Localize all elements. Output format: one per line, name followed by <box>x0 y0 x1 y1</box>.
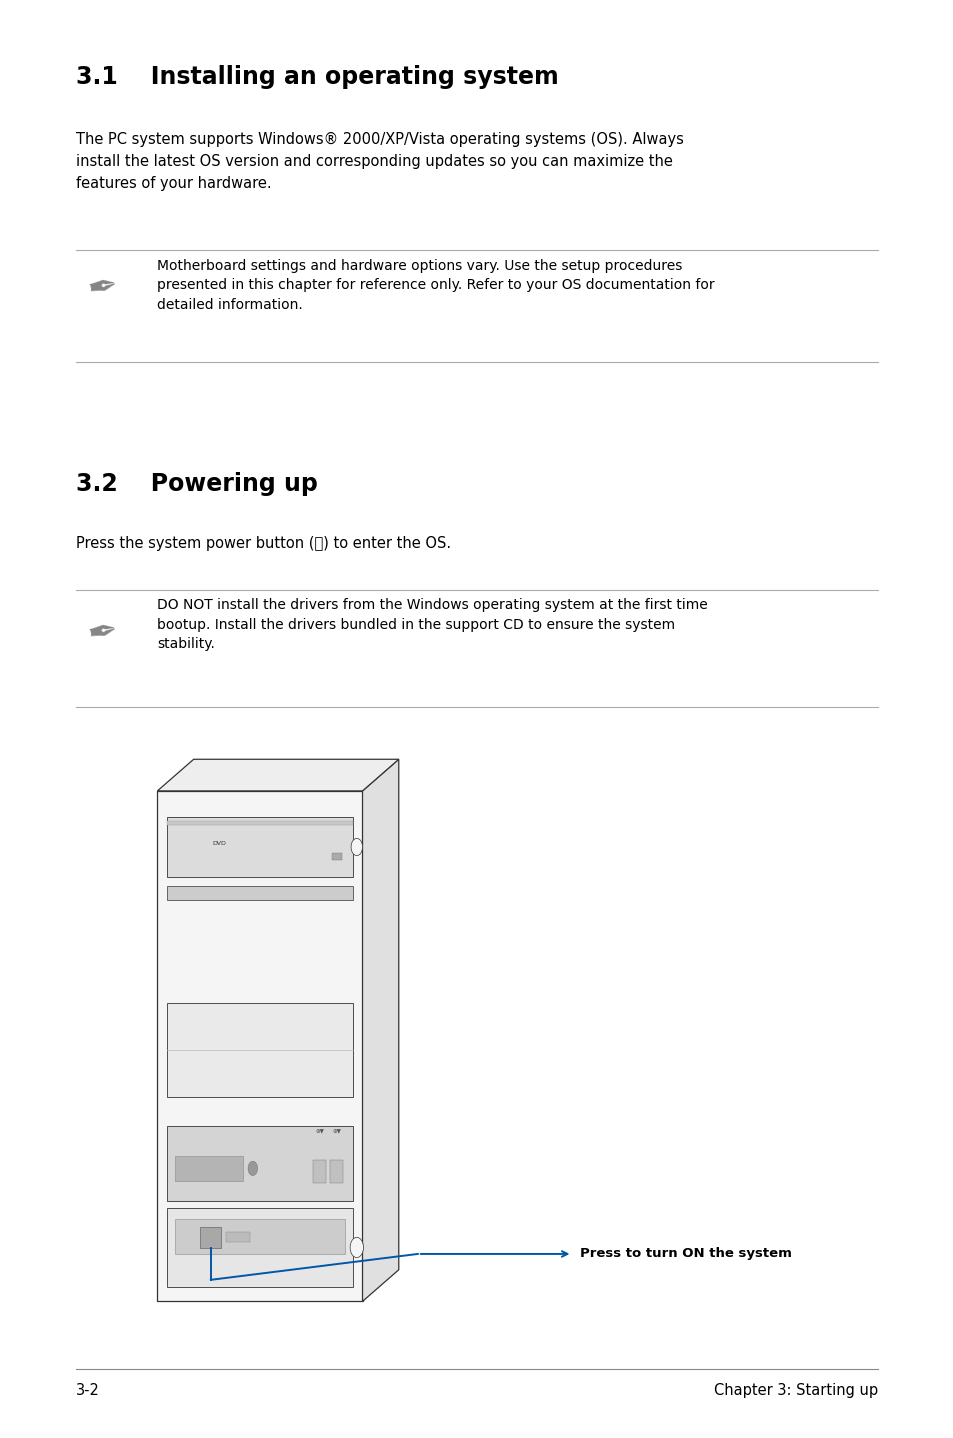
Text: The PC system supports Windows® 2000/XP/Vista operating systems (OS). Always
ins: The PC system supports Windows® 2000/XP/… <box>76 132 683 190</box>
Bar <box>226 1232 250 1242</box>
Polygon shape <box>157 759 398 791</box>
Polygon shape <box>362 759 398 1301</box>
Circle shape <box>248 1162 257 1176</box>
Text: ✒: ✒ <box>85 615 121 653</box>
Text: DO NOT install the drivers from the Windows operating system at the first time
b: DO NOT install the drivers from the Wind… <box>157 598 707 651</box>
Bar <box>167 817 353 877</box>
Bar <box>313 1160 326 1183</box>
Bar <box>174 1156 243 1181</box>
Circle shape <box>351 838 362 856</box>
Text: ⊕▼: ⊕▼ <box>314 1129 324 1133</box>
Text: Motherboard settings and hardware options vary. Use the setup procedures
present: Motherboard settings and hardware option… <box>157 259 715 312</box>
Bar <box>167 821 353 825</box>
Bar <box>332 853 341 860</box>
Text: Press to turn ON the system: Press to turn ON the system <box>579 1247 791 1261</box>
Text: Press the system power button (⏻) to enter the OS.: Press the system power button (⏻) to ent… <box>76 536 451 551</box>
Bar <box>167 886 353 900</box>
Bar <box>167 1208 353 1287</box>
Text: Chapter 3: Starting up: Chapter 3: Starting up <box>713 1383 877 1398</box>
Circle shape <box>350 1237 363 1257</box>
Bar <box>167 1002 353 1097</box>
Text: DVD: DVD <box>213 841 226 847</box>
Bar <box>157 791 362 1301</box>
Text: ⊕▼: ⊕▼ <box>332 1129 341 1133</box>
Text: 3-2: 3-2 <box>76 1383 100 1398</box>
Bar <box>174 1219 345 1254</box>
Bar <box>167 1126 353 1201</box>
Text: ✒: ✒ <box>85 270 121 308</box>
Bar <box>200 1227 221 1248</box>
Bar <box>330 1160 343 1183</box>
Text: 3.2    Powering up: 3.2 Powering up <box>76 472 318 496</box>
Text: 3.1    Installing an operating system: 3.1 Installing an operating system <box>76 65 558 89</box>
